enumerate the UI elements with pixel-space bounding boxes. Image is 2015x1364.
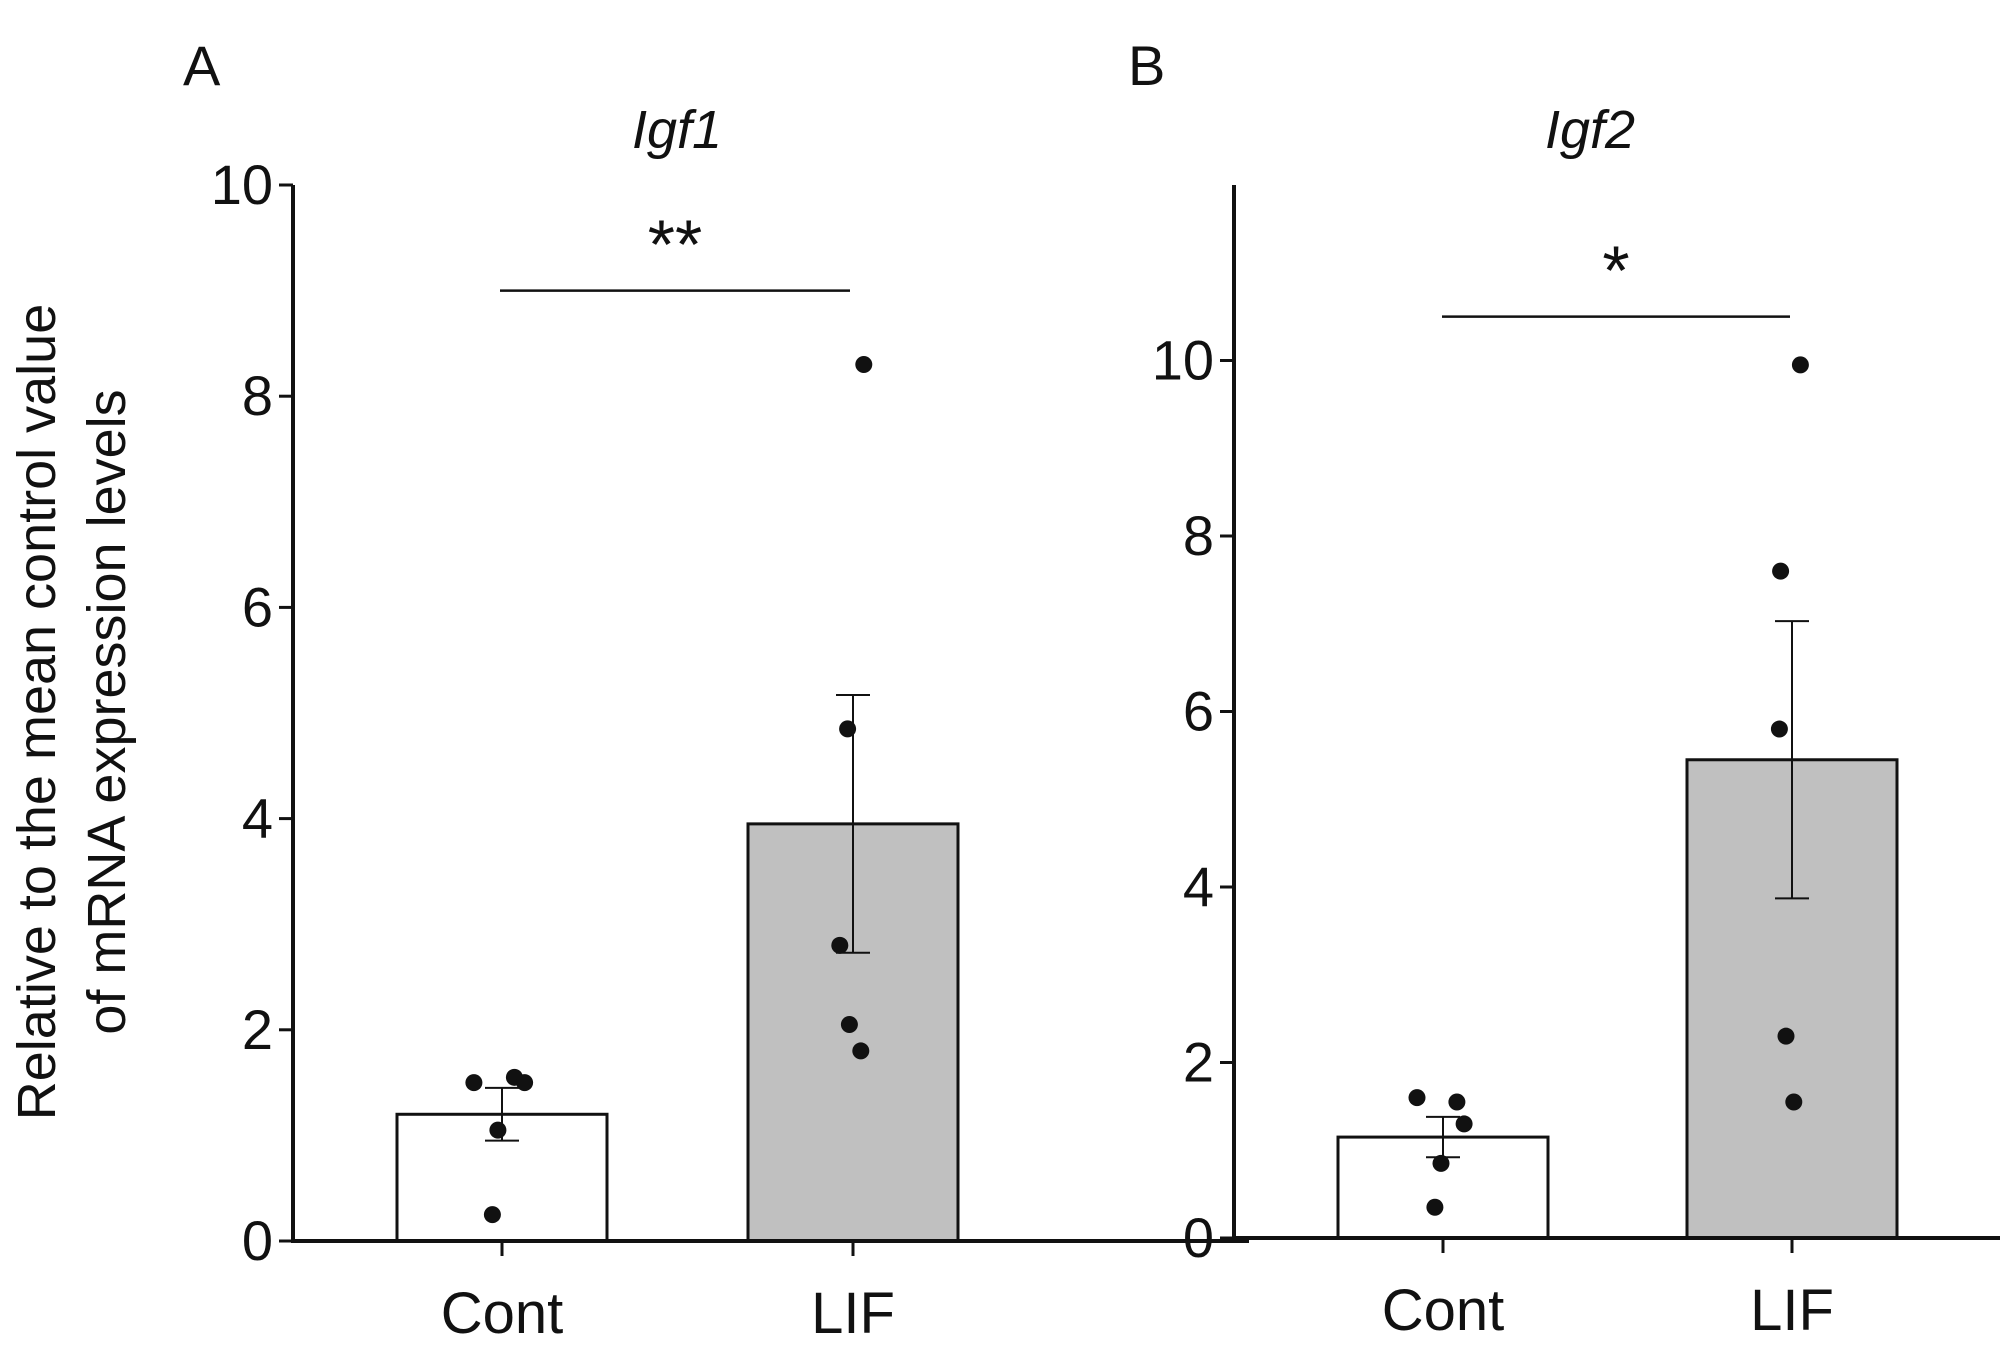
data-point-cont xyxy=(1448,1093,1466,1111)
data-point-cont xyxy=(465,1074,483,1092)
x-tick-label-lif: LIF xyxy=(1750,1278,1834,1343)
y-tick-label: 0 xyxy=(242,1209,273,1272)
y-axis-label-line-1: Relative to the mean control value xyxy=(7,304,67,1120)
significance-marker: * xyxy=(1602,232,1629,310)
data-point-cont xyxy=(1432,1154,1450,1172)
data-point-lif xyxy=(839,720,857,738)
y-tick-label: 6 xyxy=(242,575,273,638)
data-point-lif xyxy=(1791,356,1809,374)
panel-letter: A xyxy=(183,34,221,97)
data-point-cont xyxy=(1426,1198,1444,1216)
panel-letter: B xyxy=(1128,34,1165,97)
panel-b-igf2-chart: B Igf2 0 2 4 6 8 10 Cont LIF * xyxy=(1128,34,2000,1343)
data-point-lif xyxy=(1770,720,1788,738)
y-tick-label: 0 xyxy=(1183,1206,1214,1269)
data-point-lif xyxy=(831,936,849,954)
y-tick-label: 2 xyxy=(1183,1031,1214,1094)
y-tick-label: 4 xyxy=(1183,855,1214,918)
data-point-lif xyxy=(1777,1027,1795,1045)
x-tick-label-cont: Cont xyxy=(1382,1278,1505,1343)
data-point-cont xyxy=(1455,1115,1473,1133)
y-axis-label-line-2: of mRNA expression levels xyxy=(77,389,137,1034)
y-tick-label: 4 xyxy=(242,787,273,850)
x-tick-label-lif: LIF xyxy=(811,1281,895,1346)
y-tick-label: 10 xyxy=(211,153,273,216)
data-point-cont xyxy=(489,1121,507,1139)
x-tick-label-cont: Cont xyxy=(441,1281,564,1346)
y-tick-label: 6 xyxy=(1183,680,1214,743)
y-tick-label: 2 xyxy=(242,998,273,1061)
significance-marker: ** xyxy=(648,206,702,284)
y-tick-label: 8 xyxy=(1183,504,1214,567)
data-point-lif xyxy=(855,356,873,374)
data-point-lif xyxy=(1772,562,1790,580)
data-point-cont xyxy=(1408,1089,1426,1107)
panel-a-igf1-chart: A Igf1 0 2 4 6 8 10 Cont LIF ** xyxy=(183,34,1249,1346)
data-point-lif xyxy=(852,1042,870,1060)
data-point-cont xyxy=(516,1074,534,1092)
data-point-lif xyxy=(840,1016,858,1034)
data-point-cont xyxy=(483,1206,501,1224)
chart-title: Igf2 xyxy=(1545,100,1635,160)
y-tick-label: 10 xyxy=(1152,329,1214,392)
data-point-lif xyxy=(1785,1093,1803,1111)
y-tick-label: 8 xyxy=(242,364,273,427)
chart-title: Igf1 xyxy=(632,100,722,160)
